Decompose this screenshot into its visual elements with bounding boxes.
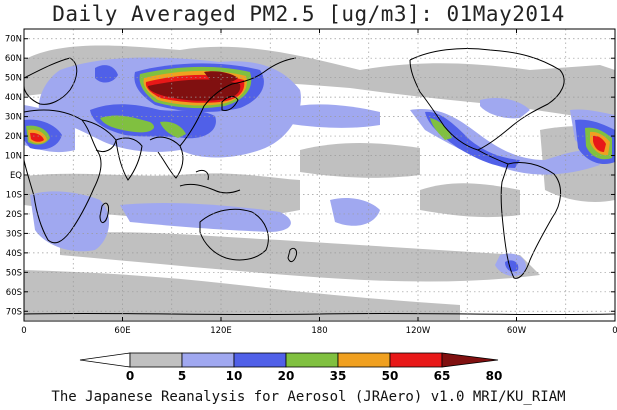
lat-tick-label: 60N: [5, 54, 22, 64]
lon-tick-label: 120E: [210, 326, 232, 336]
coast-central-america: [477, 149, 509, 165]
coast-indonesia: [179, 169, 241, 194]
coast-se-asia: [149, 136, 184, 179]
colorbar-level-label: 20: [278, 369, 295, 383]
lat-tick-label: 70N: [5, 35, 22, 45]
lat-tick-label: 30S: [6, 229, 22, 239]
colorbar-high-arrow: [441, 352, 499, 368]
lon-tick-label: 0: [21, 326, 26, 336]
colorbar-level-label: 0: [126, 369, 134, 383]
colorbar: 0 5 10 20 35 50 65 80: [79, 352, 503, 383]
coast-japan: [221, 95, 239, 111]
credit-footer: The Japanese Reanalysis for Aerosol (JRA…: [51, 389, 566, 405]
coast-australia: [199, 208, 269, 261]
colorbar-segment: [129, 352, 183, 368]
colorbar-segment: [233, 352, 287, 368]
lat-tick-label: 60S: [6, 288, 22, 298]
lon-tick-label: 0: [612, 326, 617, 336]
lat-tick-label: 20N: [5, 132, 22, 142]
coastlines: [24, 48, 615, 316]
colorbar-level-label: 80: [486, 369, 503, 383]
coast-africa: [24, 109, 102, 244]
coast-antarctica: [24, 312, 615, 316]
coast-madagascar: [99, 202, 109, 223]
lon-tick-label: 60W: [507, 326, 527, 336]
pm25-field: [24, 29, 615, 321]
pm25-band-80-plus: [148, 71, 241, 101]
colorbar-level-label: 5: [178, 369, 186, 383]
grid: [24, 29, 615, 321]
colorbar-level-label: 35: [330, 369, 347, 383]
lat-tick-label: EQ: [10, 171, 22, 181]
lat-tick-label: 20S: [6, 210, 22, 220]
colorbar-low-arrow: [79, 352, 131, 368]
lat-tick-label: 70S: [6, 307, 22, 317]
map-title: Daily Averaged PM2.5 [ug/m3]: 01May2014: [52, 2, 565, 26]
colorbar-level-label: 65: [434, 369, 451, 383]
coast-new-zealand: [287, 247, 297, 263]
coast-north-america: [409, 48, 565, 151]
coast-india: [115, 137, 143, 181]
lat-axis: 70N 60N 50N 40N 30N 20N 10N EQ 10S 20S 30S 40S 50S 60…: [5, 35, 615, 317]
colorbar-segment: [181, 352, 235, 368]
colorbar-segment: [285, 352, 339, 368]
coast-east-asia: [179, 57, 297, 147]
lat-tick-label: 10N: [5, 152, 22, 162]
lat-tick-label: 40S: [6, 249, 22, 259]
coast-europe: [24, 57, 78, 105]
lat-tick-label: 40N: [5, 93, 22, 103]
lon-tick-label: 60E: [114, 326, 130, 336]
colorbar-segment: [389, 352, 443, 368]
lat-tick-label: 30N: [5, 113, 22, 123]
colorbar-segment: [337, 352, 391, 368]
lat-tick-label: 10S: [6, 190, 22, 200]
lon-tick-label: 120W: [406, 326, 431, 336]
lon-tick-label: 180: [311, 326, 327, 336]
coast-south-america: [500, 161, 561, 279]
colorbar-level-label: 10: [226, 369, 243, 383]
lat-tick-label: 50S: [6, 268, 22, 278]
lat-tick-label: 50N: [5, 74, 22, 84]
colorbar-level-label: 50: [382, 369, 399, 383]
lon-axis: 0 60E 120E 180 120W 60W 0: [21, 29, 617, 336]
